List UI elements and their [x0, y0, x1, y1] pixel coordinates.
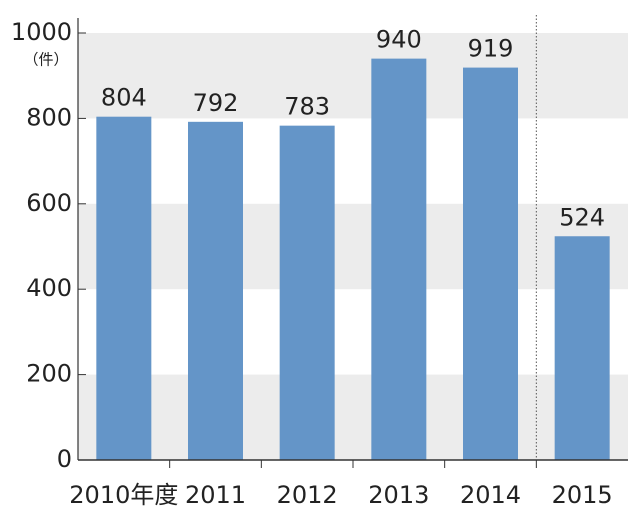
- bar: [554, 236, 610, 460]
- grid-band: [78, 203, 628, 290]
- bar: [279, 125, 335, 460]
- x-tick-label: 2014: [460, 481, 521, 509]
- y-tick-label: 600: [26, 189, 72, 217]
- bar: [463, 67, 518, 460]
- grid-band: [78, 33, 628, 119]
- data-label: 919: [468, 35, 514, 63]
- grid-band: [78, 374, 628, 460]
- data-label: 940: [376, 26, 422, 54]
- x-tick-label: 2011: [185, 481, 246, 509]
- x-tick-label: 2013: [368, 481, 429, 509]
- x-tick-label: 2010年度: [69, 481, 178, 509]
- bar: [188, 121, 243, 460]
- y-tick-label: 1000: [11, 18, 72, 46]
- y-tick-label: 800: [26, 103, 72, 131]
- bar: [96, 116, 152, 460]
- data-label: 792: [193, 89, 239, 117]
- y-tick-label: 200: [26, 360, 72, 388]
- y-tick-label: 0: [57, 445, 72, 473]
- bar: [371, 58, 427, 461]
- data-label: 524: [559, 203, 605, 231]
- y-tick-label: 400: [26, 274, 72, 302]
- x-tick-label: 2015: [552, 481, 613, 509]
- x-tick-label: 2012: [277, 481, 338, 509]
- data-label: 783: [284, 93, 330, 121]
- y-unit: （件）: [23, 51, 68, 69]
- data-label: 804: [101, 84, 147, 112]
